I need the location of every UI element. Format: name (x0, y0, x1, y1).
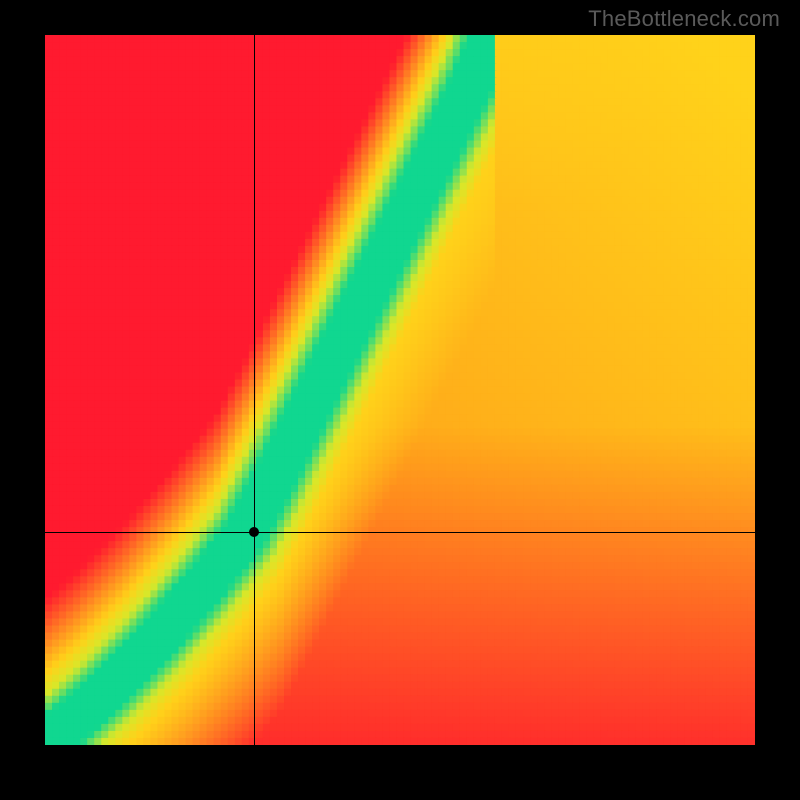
crosshair-vertical (254, 35, 255, 745)
watermark-text: TheBottleneck.com (588, 6, 780, 32)
bottleneck-heatmap (45, 35, 755, 745)
selection-marker (249, 527, 259, 537)
heatmap-canvas (45, 35, 755, 745)
crosshair-horizontal (45, 532, 755, 533)
